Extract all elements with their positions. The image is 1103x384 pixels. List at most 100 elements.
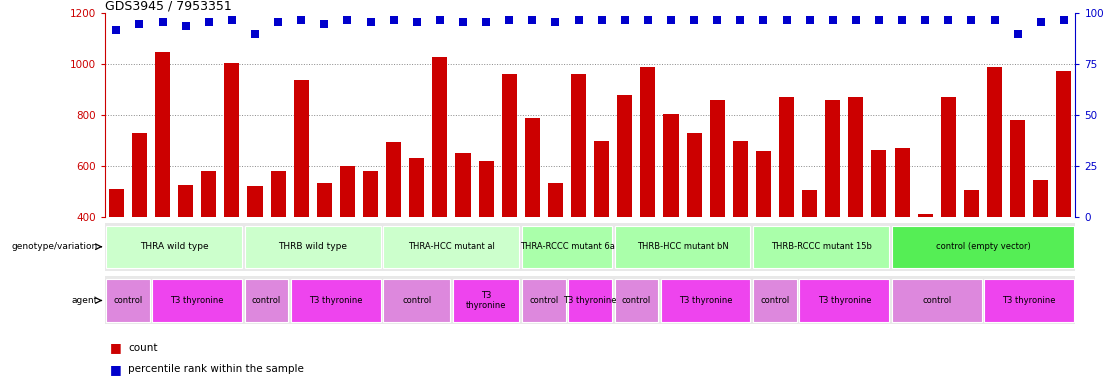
Bar — [479, 161, 494, 319]
Bar — [987, 67, 1002, 319]
Text: T3 thyronine: T3 thyronine — [171, 296, 224, 305]
Bar — [571, 74, 586, 319]
Point — [408, 18, 426, 25]
Bar — [895, 148, 910, 319]
Bar — [802, 190, 817, 319]
Point — [801, 17, 818, 23]
Bar — [848, 98, 864, 319]
Bar — [595, 141, 609, 319]
Text: control: control — [922, 296, 952, 305]
Bar — [614, 280, 658, 322]
Text: T3 thyronine: T3 thyronine — [1003, 296, 1056, 305]
Point — [917, 17, 934, 23]
Bar — [661, 280, 750, 322]
Bar — [291, 280, 381, 322]
Bar — [800, 280, 889, 322]
Point — [431, 17, 449, 23]
Point — [778, 17, 795, 23]
Bar — [522, 280, 566, 322]
Bar — [964, 190, 979, 319]
Text: control: control — [622, 296, 651, 305]
Bar — [132, 133, 147, 319]
Bar — [317, 183, 332, 319]
Point — [570, 17, 588, 23]
Text: T3 thyronine: T3 thyronine — [679, 296, 732, 305]
Bar — [106, 280, 150, 322]
Bar — [109, 189, 124, 319]
Point — [639, 17, 656, 23]
Point — [893, 17, 911, 23]
Point — [870, 17, 888, 23]
Text: THRA wild type: THRA wild type — [140, 242, 208, 251]
Bar — [614, 226, 750, 268]
Text: THRB wild type: THRB wild type — [278, 242, 347, 251]
Bar — [984, 280, 1074, 322]
Point — [315, 20, 333, 26]
Bar — [941, 98, 956, 319]
Point — [153, 18, 171, 25]
Point — [176, 23, 194, 29]
Bar — [201, 171, 216, 319]
Bar — [568, 280, 612, 322]
Point — [454, 18, 472, 25]
Point — [731, 17, 749, 23]
Bar — [686, 133, 702, 319]
Point — [940, 17, 957, 23]
Bar — [522, 226, 612, 268]
Text: control (empty vector): control (empty vector) — [935, 242, 1030, 251]
Point — [130, 20, 148, 26]
Point — [708, 17, 726, 23]
Bar — [456, 153, 471, 319]
Bar — [892, 226, 1074, 268]
Text: control: control — [529, 296, 558, 305]
Bar — [756, 151, 771, 319]
Text: THRB-RCCC mutant 15b: THRB-RCCC mutant 15b — [771, 242, 871, 251]
Point — [592, 17, 610, 23]
Point — [501, 17, 518, 23]
Bar — [502, 74, 516, 319]
Point — [269, 18, 287, 25]
Text: GDS3945 / 7953351: GDS3945 / 7953351 — [105, 0, 232, 12]
Bar — [384, 226, 520, 268]
Bar — [548, 183, 563, 319]
Bar — [641, 67, 655, 319]
Text: T3
thyronine: T3 thyronine — [465, 291, 506, 310]
Bar — [1034, 180, 1048, 319]
Text: control: control — [251, 296, 281, 305]
Bar — [709, 100, 725, 319]
Bar — [892, 280, 982, 322]
Point — [339, 17, 356, 23]
Bar — [247, 187, 263, 319]
Point — [292, 17, 310, 23]
Bar — [753, 280, 796, 322]
Point — [1009, 31, 1027, 37]
Text: agent: agent — [72, 296, 98, 305]
Bar — [453, 280, 520, 322]
Bar — [409, 159, 425, 319]
Bar — [152, 280, 242, 322]
Point — [200, 18, 217, 25]
Bar — [224, 63, 239, 319]
Bar — [245, 280, 288, 322]
Bar — [363, 171, 378, 319]
Point — [1056, 17, 1073, 23]
Text: ■: ■ — [110, 341, 122, 354]
Text: control: control — [760, 296, 790, 305]
Text: T3 thyronine: T3 thyronine — [564, 296, 617, 305]
Bar — [1057, 71, 1071, 319]
Point — [362, 18, 379, 25]
Text: ■: ■ — [110, 363, 122, 376]
Point — [847, 17, 865, 23]
Bar — [871, 149, 887, 319]
Point — [662, 17, 679, 23]
Point — [685, 17, 703, 23]
Bar — [106, 226, 242, 268]
Bar — [779, 98, 794, 319]
Point — [754, 17, 772, 23]
Point — [246, 31, 264, 37]
Bar — [293, 79, 309, 319]
Text: count: count — [128, 343, 158, 353]
Text: T3 thyronine: T3 thyronine — [817, 296, 871, 305]
Bar — [618, 95, 632, 319]
Bar — [918, 214, 933, 319]
